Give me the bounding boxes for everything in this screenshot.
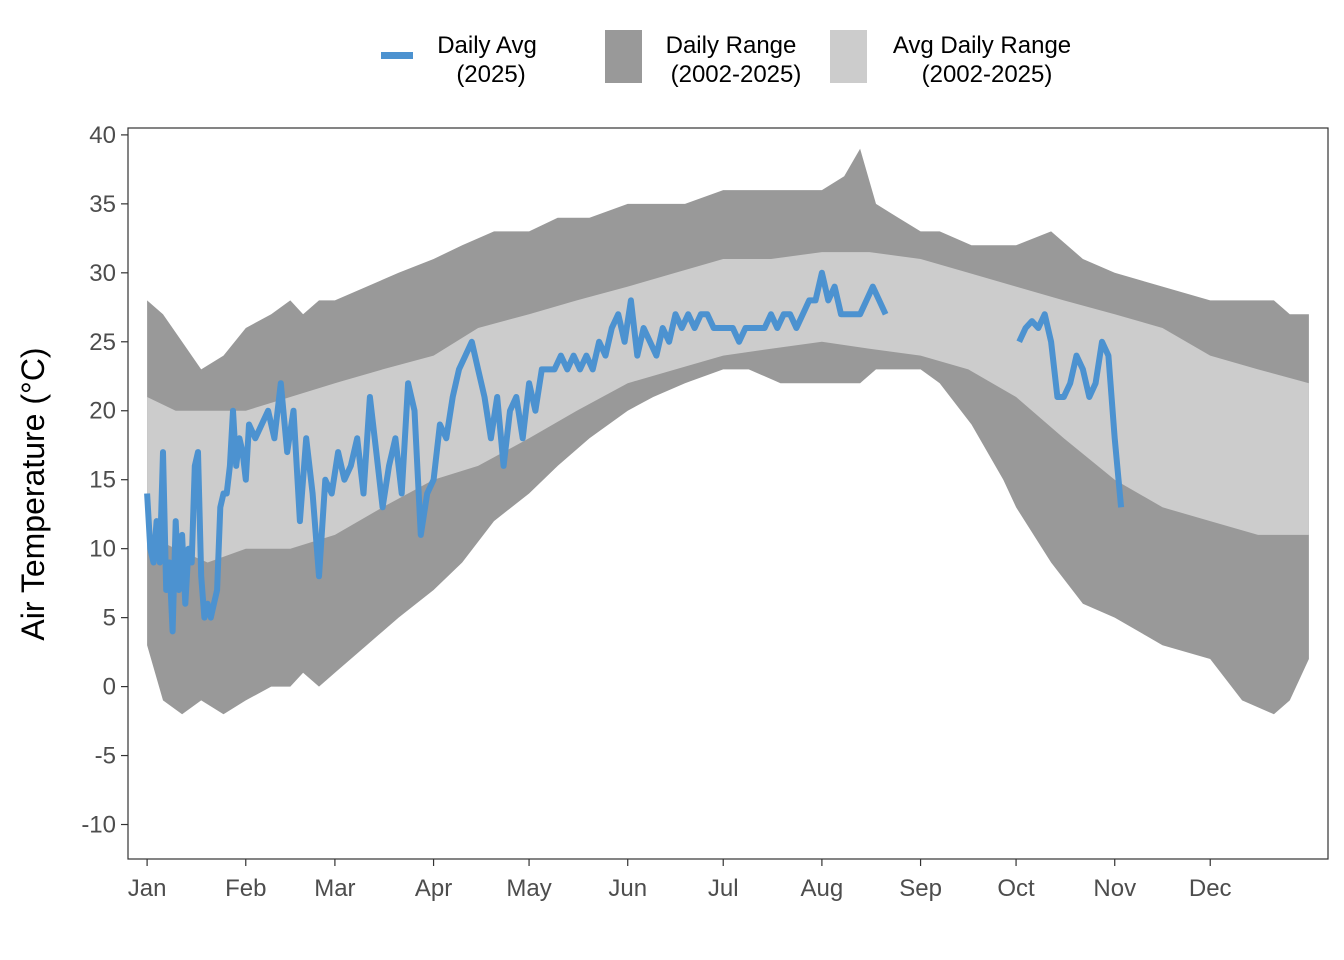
- x-tick-label: Aug: [801, 875, 844, 902]
- x-tick-label: Apr: [415, 875, 452, 902]
- legend-label-avg-daily-range: Avg Daily Range: [893, 32, 1071, 59]
- range-bands: [147, 148, 1309, 715]
- x-tick-label: Feb: [225, 875, 266, 902]
- daily-avg-line-segment-2: [1016, 311, 1125, 508]
- legend-key-daily-range: [605, 30, 642, 83]
- y-tick-label: 0: [103, 674, 116, 701]
- legend-sublabel-avg-daily-range: (2002-2025): [922, 61, 1053, 88]
- legend-item-avg-daily-range: Avg Daily Range (2002-2025): [830, 30, 1071, 88]
- y-axis: 40 35 30 25 20 15 10 5 0 -5 -10: [81, 122, 128, 839]
- legend: Daily Avg (2025) Daily Range (2002-2025)…: [381, 30, 1071, 88]
- y-tick-label: 40: [89, 122, 116, 149]
- y-tick-label: 10: [89, 536, 116, 563]
- legend-label-daily-range: Daily Range: [666, 32, 797, 59]
- legend-item-daily-avg: Daily Avg (2025): [381, 32, 537, 88]
- y-tick-label: -5: [95, 743, 116, 770]
- x-tick-label: Jun: [608, 875, 647, 902]
- band-avg-daily-range: [147, 252, 1309, 563]
- legend-sublabel-daily-avg: (2025): [456, 61, 525, 88]
- x-axis: Jan Feb Mar Apr May Jun Jul Aug Sep Oct Nov Dec: [128, 859, 1232, 902]
- y-tick-label: 30: [89, 260, 116, 287]
- daily-avg-series: [144, 269, 1125, 635]
- legend-key-avg-daily-range: [830, 30, 867, 83]
- y-tick-label: 20: [89, 398, 116, 425]
- x-tick-label: Mar: [314, 875, 355, 902]
- x-tick-label: Oct: [997, 875, 1035, 902]
- x-tick-label: Jan: [128, 875, 167, 902]
- y-tick-label: 35: [89, 191, 116, 218]
- y-axis-title: Air Temperature (°C): [15, 347, 51, 640]
- y-tick-label: 25: [89, 329, 116, 356]
- y-tick-label: 5: [103, 605, 116, 632]
- plot-panel-border: [127, 127, 1329, 860]
- y-tick-label: 15: [89, 467, 116, 494]
- x-tick-label: Jul: [708, 875, 739, 902]
- daily-avg-line-segment-1: [144, 269, 889, 635]
- y-tick-label: -10: [81, 812, 116, 839]
- x-tick-label: Sep: [899, 875, 942, 902]
- x-tick-label: Dec: [1189, 875, 1232, 902]
- legend-label-daily-avg: Daily Avg: [437, 32, 537, 59]
- x-tick-label: May: [506, 875, 551, 902]
- legend-key-daily-avg: [381, 52, 413, 59]
- legend-sublabel-daily-range: (2002-2025): [671, 61, 802, 88]
- x-tick-label: Nov: [1093, 875, 1136, 902]
- legend-item-daily-range: Daily Range (2002-2025): [605, 30, 801, 88]
